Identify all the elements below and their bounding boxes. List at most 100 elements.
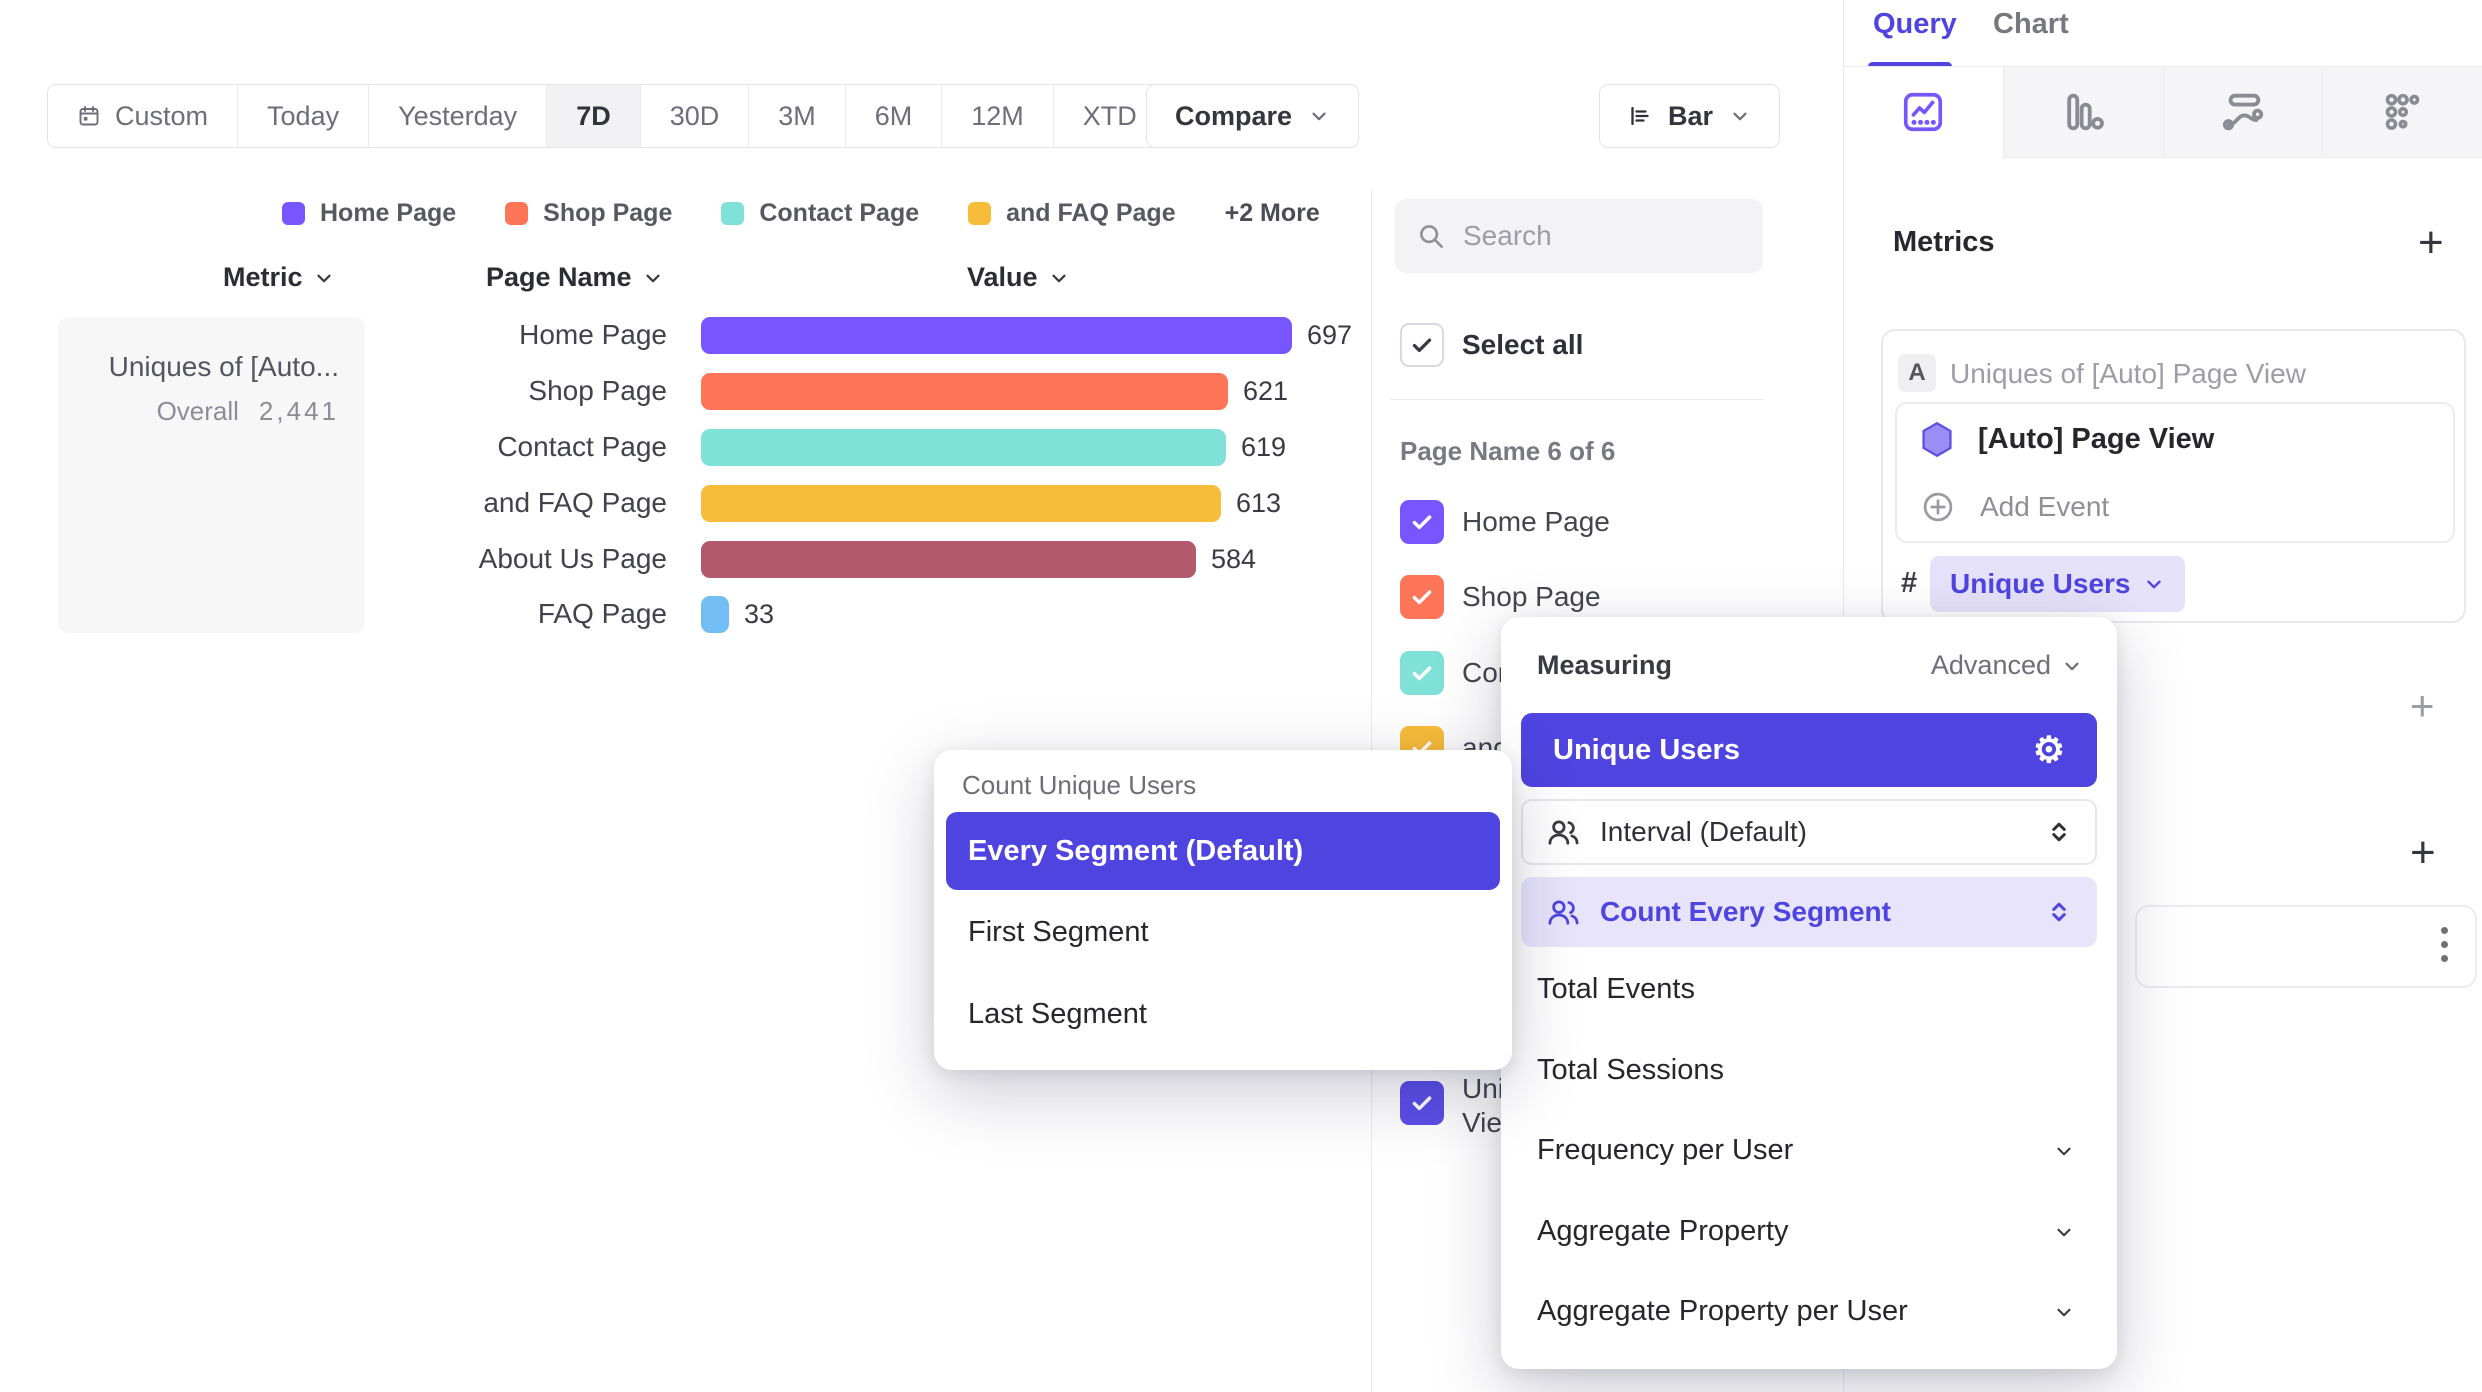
- option-total-sessions[interactable]: Total Sessions: [1537, 1054, 1724, 1086]
- compare-button[interactable]: Compare: [1146, 84, 1360, 148]
- event-row[interactable]: [Auto] Page View: [1920, 421, 2214, 458]
- metric-letter-badge: A: [1898, 354, 1936, 392]
- chart-row: and FAQ Page 613: [365, 481, 1281, 525]
- legend-swatch: [282, 202, 305, 225]
- option-unique-users[interactable]: Unique Users ⚙: [1521, 713, 2097, 787]
- option-frequency-per-user[interactable]: Frequency per User: [1537, 1134, 2097, 1167]
- option-interval-default[interactable]: Interval (Default): [1521, 799, 2097, 865]
- search-placeholder: Search: [1463, 220, 1552, 251]
- funnels-icon: [2067, 93, 2105, 131]
- option-every-segment-default[interactable]: Every Segment (Default): [946, 812, 1500, 890]
- chart-bar[interactable]: [701, 316, 1292, 354]
- chart-bar[interactable]: [701, 484, 1221, 522]
- option-aggregate-property-per-user[interactable]: Aggregate Property per User: [1537, 1295, 2097, 1328]
- segment-label: Shop Page: [1462, 581, 1601, 612]
- measure-hash: #: [1901, 567, 1918, 599]
- date-range-control: Custom Today Yesterday 7D 30D 3M 6M 12M …: [47, 84, 1203, 148]
- breakdown-card: [2135, 905, 2477, 988]
- row-label: FAQ Page: [537, 598, 667, 629]
- date-range-yesterday[interactable]: Yesterday: [369, 85, 548, 147]
- metric-title: Uniques of [Auto...: [108, 351, 339, 382]
- tab-flows[interactable]: [2162, 67, 2323, 157]
- measure-pill[interactable]: Unique Users: [1930, 556, 2185, 612]
- row-label: and FAQ Page: [483, 487, 667, 518]
- row-value: 584: [1211, 543, 1257, 574]
- chart-row: About Us Page 584: [365, 537, 1256, 581]
- chevron-down-icon: [2065, 662, 2079, 670]
- row-label: Contact Page: [497, 431, 667, 462]
- row-value: 613: [1236, 487, 1282, 518]
- legend-swatch: [968, 202, 992, 225]
- tab-insights[interactable]: [1844, 67, 2003, 158]
- measuring-title: Measuring: [1537, 650, 1673, 680]
- legend-swatch: [505, 202, 529, 225]
- date-range-custom[interactable]: Custom: [48, 85, 239, 147]
- add-filter-button[interactable]: +: [2410, 682, 2435, 729]
- gear-icon[interactable]: ⚙: [2032, 729, 2065, 770]
- check-icon: [1412, 1096, 1432, 1111]
- chevron-down-icon: [316, 274, 331, 282]
- legend-more-link[interactable]: +2 More: [1224, 199, 1320, 227]
- date-range-12m[interactable]: 12M: [942, 85, 1054, 147]
- tab-query[interactable]: Query: [1873, 8, 1957, 40]
- check-icon: [1412, 590, 1432, 605]
- column-header-metric[interactable]: Metric: [223, 262, 335, 293]
- row-value: 697: [1307, 319, 1353, 350]
- add-breakdown-button[interactable]: +: [2410, 828, 2436, 877]
- date-range-3m[interactable]: 3M: [749, 85, 846, 147]
- chevron-down-icon: [1312, 112, 1326, 121]
- event-card: [Auto] Page View Add Event: [1895, 402, 2455, 543]
- tab-funnels[interactable]: [2002, 67, 2163, 157]
- segment-checkbox[interactable]: [1400, 1081, 1444, 1125]
- metric-card-title[interactable]: Uniques of [Auto] Page View: [1950, 358, 2306, 389]
- chart-legend: Home Page Shop Page Contact Page and FAQ…: [282, 199, 1320, 228]
- option-total-events[interactable]: Total Events: [1537, 973, 1695, 1005]
- segment-checkbox[interactable]: [1400, 651, 1444, 695]
- date-range-today[interactable]: Today: [238, 85, 370, 147]
- date-range-6m[interactable]: 6M: [845, 85, 943, 147]
- tab-chart[interactable]: Chart: [1993, 8, 2069, 40]
- stepper-icon: [2052, 902, 2066, 922]
- legend-item[interactable]: Contact Page: [721, 199, 919, 228]
- list-divider: [1390, 399, 1763, 400]
- chart-type-dropdown[interactable]: Bar: [1599, 84, 1781, 148]
- legend-item[interactable]: Home Page: [282, 199, 456, 228]
- chart-bar[interactable]: [701, 540, 1196, 578]
- segment-checkbox[interactable]: [1400, 575, 1444, 619]
- legend-item[interactable]: Shop Page: [505, 199, 672, 228]
- segment-label: Home Page: [1462, 506, 1610, 537]
- segment-checkbox[interactable]: [1400, 500, 1444, 544]
- date-range-7d[interactable]: 7D: [547, 85, 641, 147]
- users-icon: [1548, 819, 1579, 845]
- legend-item[interactable]: and FAQ Page: [968, 199, 1176, 228]
- select-all-checkbox[interactable]: [1400, 323, 1444, 367]
- metric-summary-cell[interactable]: Uniques of [Auto... Overall 2,441: [58, 317, 365, 633]
- chevron-down-icon: [645, 274, 660, 282]
- metric-overall: Overall 2,441: [156, 396, 339, 426]
- row-value: 33: [744, 598, 775, 629]
- kebab-menu-icon[interactable]: [2441, 927, 2448, 962]
- chart-bar[interactable]: [701, 595, 729, 633]
- chart-row: Home Page 697: [365, 313, 1352, 357]
- column-header-value[interactable]: Value: [967, 262, 1070, 293]
- insights-icon: [1904, 92, 1943, 131]
- option-last-segment[interactable]: Last Segment: [968, 998, 1147, 1030]
- add-event-row[interactable]: Add Event: [1920, 489, 2109, 525]
- option-count-every-segment[interactable]: Count Every Segment: [1521, 877, 2097, 947]
- retention-icon: [2385, 93, 2420, 130]
- chart-type-tabs: [1844, 66, 2482, 158]
- stepper-icon: [2052, 822, 2066, 842]
- column-header-page-name[interactable]: Page Name: [486, 262, 664, 293]
- tab-retention[interactable]: [2322, 67, 2482, 157]
- date-range-30d[interactable]: 30D: [640, 85, 750, 147]
- date-range-label: Custom: [115, 100, 209, 131]
- option-first-segment[interactable]: First Segment: [968, 916, 1149, 948]
- advanced-dropdown[interactable]: Advanced: [1931, 650, 2083, 681]
- add-metric-button[interactable]: +: [2418, 218, 2444, 267]
- chart-bar[interactable]: [701, 428, 1226, 466]
- check-icon: [1412, 515, 1432, 530]
- segment-search-input[interactable]: Search: [1395, 199, 1763, 273]
- option-aggregate-property[interactable]: Aggregate Property: [1537, 1215, 2097, 1248]
- chart-bar[interactable]: [701, 372, 1228, 410]
